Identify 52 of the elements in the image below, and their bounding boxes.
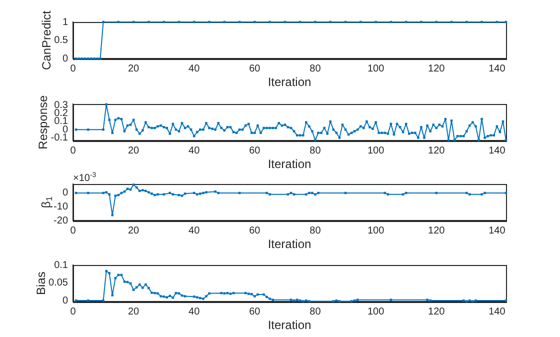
- y-tick-label: 0: [62, 188, 68, 199]
- x-axis-title: Iteration: [268, 237, 312, 252]
- y-tick-label: -0.1: [50, 132, 68, 144]
- x-tick-label: 0: [70, 225, 76, 236]
- y-axis-title: β1: [38, 196, 54, 208]
- x-tick-label: 20: [128, 145, 140, 156]
- y-tick-label: 0.1: [54, 260, 68, 271]
- x-tick-label: 100: [367, 145, 385, 156]
- point: [192, 192, 196, 194]
- y-tick-label: -20: [54, 215, 68, 226]
- point: [384, 192, 386, 194]
- x-tick-label: 140: [488, 63, 506, 74]
- x-tick-label: 140: [488, 225, 506, 236]
- x-tick-label: 60: [249, 225, 261, 236]
- x-tick-label: 40: [188, 145, 200, 156]
- x-tick-label: 140: [488, 306, 506, 318]
- x-tick-label: 0: [70, 145, 76, 156]
- x-tick-label: 0: [70, 306, 76, 318]
- x-tick-label: 20: [128, 306, 140, 318]
- y-axis-title: CanPredict: [39, 10, 54, 70]
- x-axis-title: Iteration: [268, 75, 312, 90]
- x-tick-label: 100: [367, 306, 385, 318]
- x-tick-label: 40: [188, 225, 200, 236]
- y-axis-title: Bias: [34, 272, 48, 295]
- x-axis-title: Iteration: [268, 318, 312, 332]
- y-tick-label: 0.05: [48, 278, 68, 289]
- x-tick-label: 60: [249, 63, 261, 74]
- x-tick-label: 80: [310, 306, 322, 318]
- x-tick-label: 80: [310, 225, 322, 236]
- y-axis-title: Response: [36, 94, 50, 150]
- y-tick-label: 0.5: [54, 35, 68, 46]
- x-tick-label: 100: [367, 63, 385, 74]
- x-tick-label: 60: [249, 306, 261, 318]
- x-tick-label: 20: [128, 63, 140, 74]
- x-axis-title: Iteration: [268, 157, 312, 172]
- x-tick-label: 60: [249, 145, 261, 156]
- x-tick-label: 0: [70, 63, 76, 74]
- x-tick-label: 120: [428, 225, 446, 236]
- x-tick-label: 80: [310, 145, 322, 156]
- y-tick-label: 0: [62, 53, 68, 64]
- x-tick-label: 20: [128, 225, 140, 236]
- y-tick-label: 0: [62, 295, 68, 306]
- x-tick-label: 120: [428, 63, 446, 74]
- x-tick-label: 140: [488, 145, 506, 156]
- x-tick-label: 120: [428, 145, 446, 156]
- x-tick-label: 40: [188, 306, 200, 318]
- x-tick-label: 100: [367, 225, 385, 236]
- y-tick-label: -10: [54, 202, 68, 213]
- y-tick-label: 1: [62, 16, 68, 28]
- x-tick-label: 120: [428, 306, 446, 318]
- x-tick-label: 80: [310, 63, 322, 74]
- x-tick-label: 40: [188, 63, 200, 74]
